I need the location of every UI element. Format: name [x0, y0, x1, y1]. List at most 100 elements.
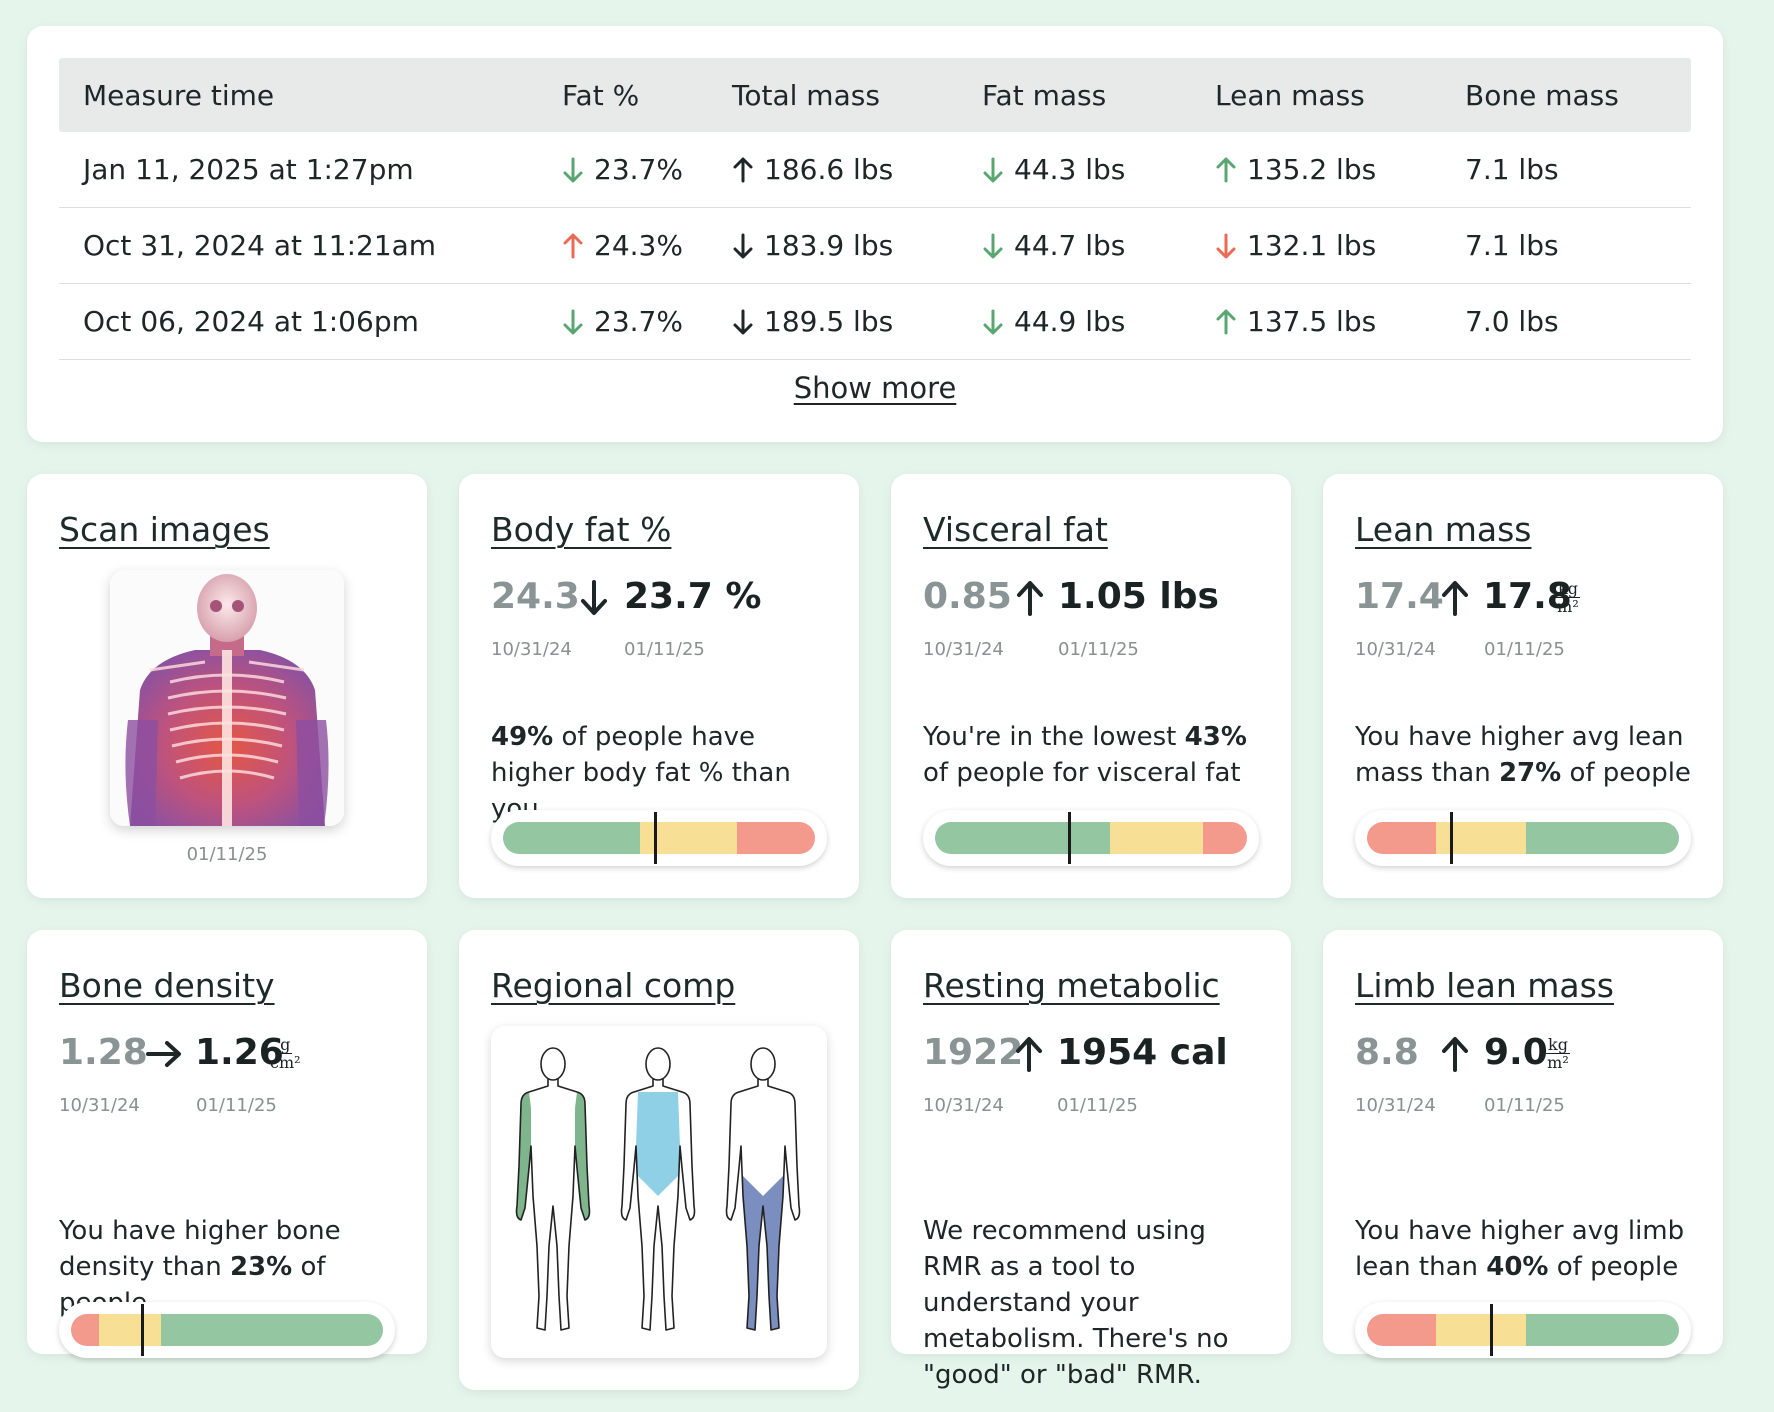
- lean-curr-value: 17.8: [1483, 576, 1572, 617]
- measurements-panel: Measure time Fat % Total mass Fat mass L…: [27, 26, 1723, 442]
- show-more-label[interactable]: Show more: [793, 371, 957, 405]
- arrow-down-icon: [983, 309, 1003, 334]
- bone-prev-value: 1.28: [59, 1032, 148, 1073]
- lean-mass-title[interactable]: Lean mass: [1355, 510, 1532, 549]
- bone-gauge: [59, 1302, 395, 1358]
- arrow-down-icon: [733, 233, 753, 258]
- lean-gauge: [1355, 810, 1691, 866]
- header-total-mass[interactable]: Total mass: [732, 78, 880, 112]
- card-limb-lean-mass[interactable]: Limb lean mass 8.8 9.0 kg m² 10/31/24 01/…: [1323, 930, 1723, 1358]
- visceral-curr-value: 1.05 lbs: [1058, 576, 1219, 617]
- cell-fat-mass: 44.9 lbs: [982, 284, 1125, 359]
- table-header: Measure time Fat % Total mass Fat mass L…: [59, 58, 1691, 132]
- bone-density-title[interactable]: Bone density: [59, 966, 275, 1005]
- arrow-up-icon: [1216, 157, 1236, 182]
- cell-measure-time: Jan 11, 2025 at 1:27pm: [83, 153, 414, 186]
- body-fat-prev-date: 10/31/24: [491, 639, 572, 660]
- show-more-link[interactable]: Show more: [27, 371, 1723, 405]
- visceral-prev-value: 0.85: [923, 576, 1012, 617]
- limb-description: You have higher avg limb lean than 40% o…: [1355, 1216, 1685, 1282]
- visceral-fat-title[interactable]: Visceral fat: [923, 510, 1108, 549]
- arrow-up-icon: [1442, 581, 1468, 616]
- body-fat-gauge: [491, 810, 827, 866]
- rmr-curr-value: 1954 cal: [1057, 1032, 1228, 1073]
- cell-total-mass: 186.6 lbs: [732, 132, 893, 207]
- rmr-curr-date: 01/11/25: [1057, 1095, 1138, 1116]
- bone-gauge-marker: [141, 1304, 145, 1356]
- limb-curr-date: 01/11/25: [1484, 1095, 1565, 1116]
- visceral-prev-date: 10/31/24: [923, 639, 1004, 660]
- arrow-down-icon: [563, 309, 583, 334]
- limb-prev-value: 8.8: [1355, 1032, 1419, 1073]
- table-row[interactable]: Oct 06, 2024 at 1:06pm 23.7% 189.5 lbs 44.9…: [59, 284, 1691, 360]
- skeleton-scan-image: [110, 570, 344, 826]
- body-fat-description: 49% of people have higher body fat % tha…: [491, 722, 791, 824]
- arrow-down-icon: [983, 157, 1003, 182]
- card-regional-comp[interactable]: Regional comp: [459, 930, 859, 1390]
- scan-image-thumbnail[interactable]: [110, 570, 344, 826]
- cell-lean-mass: 135.2 lbs: [1215, 132, 1376, 207]
- lean-prev-value: 17.4: [1355, 576, 1444, 617]
- cell-fat-pct: 23.7%: [562, 132, 683, 207]
- card-resting-metabolic[interactable]: Resting metabolic 1922 1954 cal 10/31/24…: [891, 930, 1291, 1390]
- arrow-down-icon: [983, 233, 1003, 258]
- table-row[interactable]: Jan 11, 2025 at 1:27pm 23.7% 186.6 lbs 44.3…: [59, 132, 1691, 208]
- cell-bone-mass: 7.0 lbs: [1465, 305, 1559, 338]
- card-scan-images[interactable]: Scan images: [27, 474, 427, 898]
- scan-images-title[interactable]: Scan images: [59, 510, 270, 549]
- arrow-up-icon: [563, 233, 583, 258]
- cell-total-mass: 183.9 lbs: [732, 208, 893, 283]
- lean-gauge-marker: [1449, 812, 1453, 864]
- cell-lean-mass: 132.1 lbs: [1215, 208, 1376, 283]
- header-lean-mass[interactable]: Lean mass: [1215, 78, 1365, 112]
- body-fat-title[interactable]: Body fat %: [491, 510, 672, 549]
- visceral-gauge-marker: [1067, 812, 1071, 864]
- lean-prev-date: 10/31/24: [1355, 639, 1436, 660]
- cell-measure-time: Oct 31, 2024 at 11:21am: [83, 229, 437, 262]
- limb-curr-value: 9.0: [1484, 1032, 1548, 1073]
- visceral-description: You're in the lowest 43% of people for v…: [923, 722, 1247, 788]
- arrow-down-icon: [563, 157, 583, 182]
- limb-lean-mass-title[interactable]: Limb lean mass: [1355, 966, 1614, 1005]
- resting-metabolic-title[interactable]: Resting metabolic: [923, 966, 1220, 1005]
- rmr-description: We recommend using RMR as a tool to unde…: [923, 1216, 1229, 1390]
- limb-gauge-marker: [1490, 1304, 1494, 1356]
- arrow-down-icon: [1216, 233, 1236, 258]
- rmr-prev-date: 10/31/24: [923, 1095, 1004, 1116]
- arrow-up-icon: [1016, 1037, 1042, 1072]
- limb-prev-date: 10/31/24: [1355, 1095, 1436, 1116]
- arrow-down-icon: [581, 580, 607, 615]
- card-body-fat[interactable]: Body fat % 24.3 23.7 % 10/31/24 01/11/25…: [459, 474, 859, 898]
- cell-bone-mass: 7.1 lbs: [1465, 153, 1559, 186]
- measurements-table: Measure time Fat % Total mass Fat mass L…: [59, 58, 1691, 360]
- header-measure-time[interactable]: Measure time: [83, 78, 275, 112]
- cell-measure-time: Oct 06, 2024 at 1:06pm: [83, 305, 419, 338]
- visceral-gauge: [923, 810, 1259, 866]
- card-lean-mass[interactable]: Lean mass 17.4 17.8 kg m² 10/31/24 01/11/…: [1323, 474, 1723, 898]
- card-visceral-fat[interactable]: Visceral fat 0.85 1.05 lbs 10/31/24 01/1…: [891, 474, 1291, 898]
- cell-fat-mass: 44.7 lbs: [982, 208, 1125, 283]
- header-fat-mass[interactable]: Fat mass: [982, 78, 1107, 112]
- regional-comp-title[interactable]: Regional comp: [491, 966, 736, 1005]
- visceral-curr-date: 01/11/25: [1058, 639, 1139, 660]
- bone-unit: g cm²: [270, 1035, 301, 1072]
- cell-lean-mass: 137.5 lbs: [1215, 284, 1376, 359]
- arrow-up-icon: [733, 157, 753, 182]
- lean-curr-date: 01/11/25: [1484, 639, 1565, 660]
- header-fat-pct[interactable]: Fat %: [562, 78, 640, 112]
- limb-unit: kg m²: [1546, 1035, 1570, 1072]
- arrow-up-icon: [1216, 309, 1236, 334]
- table-row[interactable]: Oct 31, 2024 at 11:21am 24.3% 183.9 lbs 44.…: [59, 208, 1691, 284]
- arrow-up-icon: [1017, 581, 1043, 616]
- body-fat-prev-value: 24.3: [491, 576, 580, 617]
- bone-curr-value: 1.26: [195, 1032, 284, 1073]
- cell-fat-mass: 44.3 lbs: [982, 132, 1125, 207]
- cell-fat-pct: 23.7%: [562, 284, 683, 359]
- regional-comp-figure[interactable]: [491, 1026, 827, 1358]
- body-fat-gauge-marker: [654, 812, 658, 864]
- card-bone-density[interactable]: Bone density 1.28 1.26 g cm² 10/31/24 01/…: [27, 930, 427, 1358]
- header-bone-mass[interactable]: Bone mass: [1465, 78, 1619, 112]
- body-fat-curr-value: 23.7 %: [624, 576, 762, 617]
- cell-bone-mass: 7.1 lbs: [1465, 229, 1559, 262]
- arrow-up-icon: [1442, 1037, 1468, 1072]
